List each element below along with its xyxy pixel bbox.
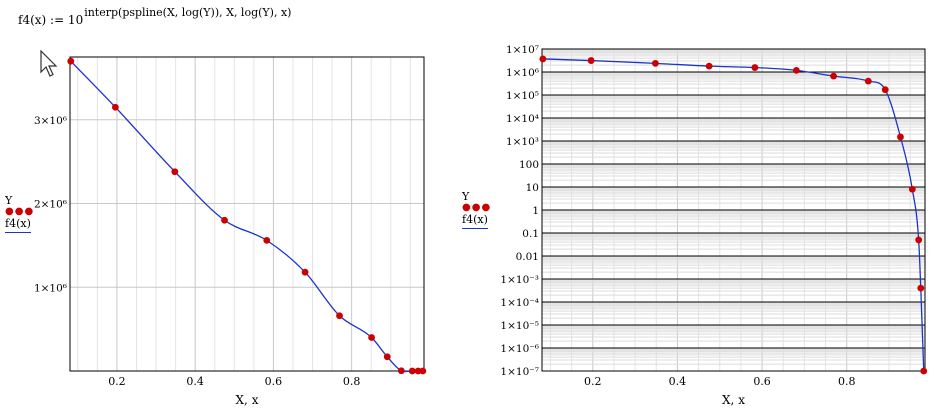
plot-frame — [541, 48, 926, 372]
legend-series-label: Y — [462, 190, 470, 203]
y-tick-label: 2×10⁶ — [34, 199, 67, 211]
y-tick-label: 1 — [532, 205, 539, 217]
y-tick-label: 1×10⁶ — [506, 67, 539, 79]
mouse-pointer-icon — [40, 50, 58, 77]
data-point — [539, 55, 547, 63]
y-tick-label: 100 — [519, 159, 539, 171]
left-plot-legend: Y ●●● f4(x) — [5, 194, 34, 233]
y-tick-label: 1×10⁻³ — [500, 274, 539, 286]
data-point — [67, 57, 75, 65]
data-point — [587, 57, 595, 64]
y-tick-label: 0.01 — [516, 251, 539, 263]
plot-frame — [69, 56, 425, 372]
right-plot-legend: Y ●●● f4(x) — [462, 190, 491, 229]
y-tick-label: 0.1 — [522, 228, 539, 240]
x-tick-label: 0.2 — [584, 375, 602, 388]
data-point — [397, 367, 405, 375]
y-tick-label: 1×10⁻⁴ — [500, 297, 539, 309]
data-point — [652, 59, 659, 67]
formula-definition[interactable]: f4(x) := 10interp(pspline(X, log(Y)), X,… — [18, 6, 291, 27]
x-axis-label: X, x — [236, 393, 259, 407]
data-point — [864, 77, 872, 85]
x-tick-label: 0.4 — [669, 375, 687, 388]
x-axis-label: X, x — [722, 393, 745, 407]
y-tick-label: 1×10⁵ — [506, 90, 539, 102]
x-tick-label: 0.8 — [343, 375, 361, 388]
data-point — [897, 133, 904, 141]
formula-exponent: interp(pspline(X, log(Y)), X, log(Y), x) — [84, 6, 292, 19]
x-tick-label: 0.8 — [838, 375, 856, 388]
data-point — [908, 185, 916, 193]
y-tick-label: 1×10⁻⁵ — [500, 320, 539, 332]
data-point — [171, 168, 179, 176]
plot-area — [70, 57, 424, 371]
y-tick-label: 1×10³ — [506, 136, 539, 148]
legend-series-marker: ●●● — [5, 206, 35, 217]
data-point — [383, 353, 391, 361]
data-point — [881, 86, 889, 94]
legend-series-label: Y — [5, 194, 13, 207]
legend-curve-swatch — [5, 232, 31, 233]
data-point — [419, 367, 427, 375]
legend-curve-swatch — [462, 228, 488, 229]
y-tick-label: 1×10⁷ — [506, 44, 539, 56]
data-point — [301, 268, 309, 276]
x-tick-label: 0.4 — [186, 375, 204, 388]
legend-series-marker: ●●● — [462, 202, 492, 213]
data-point — [221, 216, 228, 224]
y-tick-label: 3×10⁶ — [34, 115, 67, 127]
data-point — [917, 284, 925, 292]
data-point — [915, 236, 923, 244]
data-point — [414, 367, 422, 375]
data-point — [705, 62, 713, 70]
data-point — [368, 334, 375, 341]
data-point — [751, 64, 759, 71]
x-tick-label: 0.6 — [753, 375, 771, 388]
y-tick-label: 1×10⁻⁷ — [500, 366, 539, 378]
y-tick-label: 1×10⁻⁶ — [500, 343, 539, 355]
data-point — [263, 236, 271, 244]
x-tick-label: 0.6 — [265, 375, 283, 388]
legend-curve-label: f4(x) — [5, 217, 31, 230]
formula-lhs: f4(x) := 10 — [18, 13, 84, 27]
y-tick-label: 10 — [526, 182, 539, 194]
data-point — [408, 367, 416, 375]
y-tick-label: 1×10⁶ — [34, 282, 67, 294]
data-point — [920, 367, 928, 375]
legend-curve-label: f4(x) — [462, 213, 488, 226]
data-point — [830, 72, 837, 80]
data-point — [792, 66, 800, 74]
y-tick-label: 1×10⁴ — [506, 113, 539, 125]
linear-scale-plot[interactable]: 0.2 0.4 0.6 0.8 1×10⁶ 2×10⁶ 3×10⁶ X, x — [0, 0, 440, 411]
data-point — [336, 312, 343, 320]
data-point — [111, 103, 119, 111]
x-tick-label: 0.2 — [108, 375, 126, 388]
